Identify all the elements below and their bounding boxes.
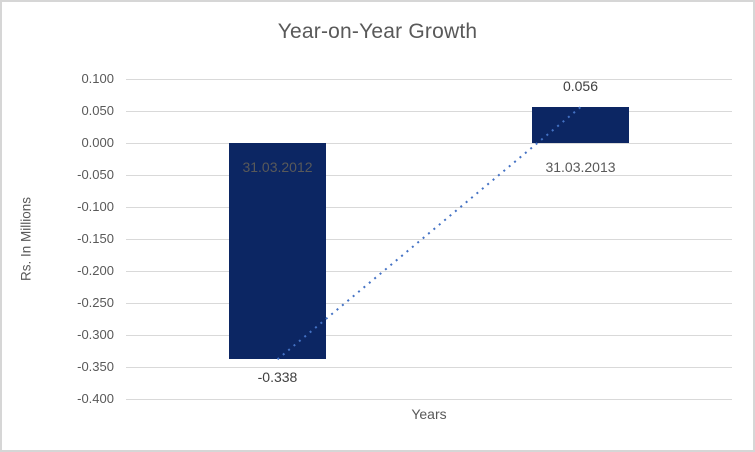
gridline: [126, 110, 732, 112]
bar-31.03.2013: [532, 107, 629, 143]
y-axis-tick-label: 0.050: [81, 103, 114, 118]
gridline: [126, 142, 732, 144]
y-axis-tick-label: -0.250: [77, 295, 114, 310]
data-label: -0.338: [257, 369, 298, 386]
category-label: 31.03.2013: [545, 159, 616, 175]
gridline: [126, 398, 732, 400]
y-axis-tick-label: -0.150: [77, 231, 114, 246]
y-axis-tick-label: -0.100: [77, 199, 114, 214]
chart-title: Year-on-Year Growth: [277, 20, 478, 43]
category-label: 31.03.2012: [242, 159, 313, 175]
gridline: [126, 270, 732, 272]
gridline: [126, 334, 732, 336]
y-axis-tick-label: -0.050: [77, 167, 114, 182]
x-axis-title: Years: [411, 406, 447, 422]
y-axis-tick-label: 0.100: [81, 71, 114, 86]
gridline: [126, 238, 732, 240]
y-axis-tick-label: -0.300: [77, 327, 114, 342]
y-axis-tick-label: 0.000: [81, 135, 114, 150]
gridline: [126, 206, 732, 208]
y-axis-tick-label: -0.200: [77, 263, 114, 278]
y-axis-tick-label: -0.350: [77, 359, 114, 374]
gridline: [126, 78, 732, 80]
gridline: [126, 302, 732, 304]
y-axis-tick-label: -0.400: [77, 391, 114, 406]
gridline: [126, 366, 732, 368]
data-label: 0.056: [562, 78, 599, 95]
